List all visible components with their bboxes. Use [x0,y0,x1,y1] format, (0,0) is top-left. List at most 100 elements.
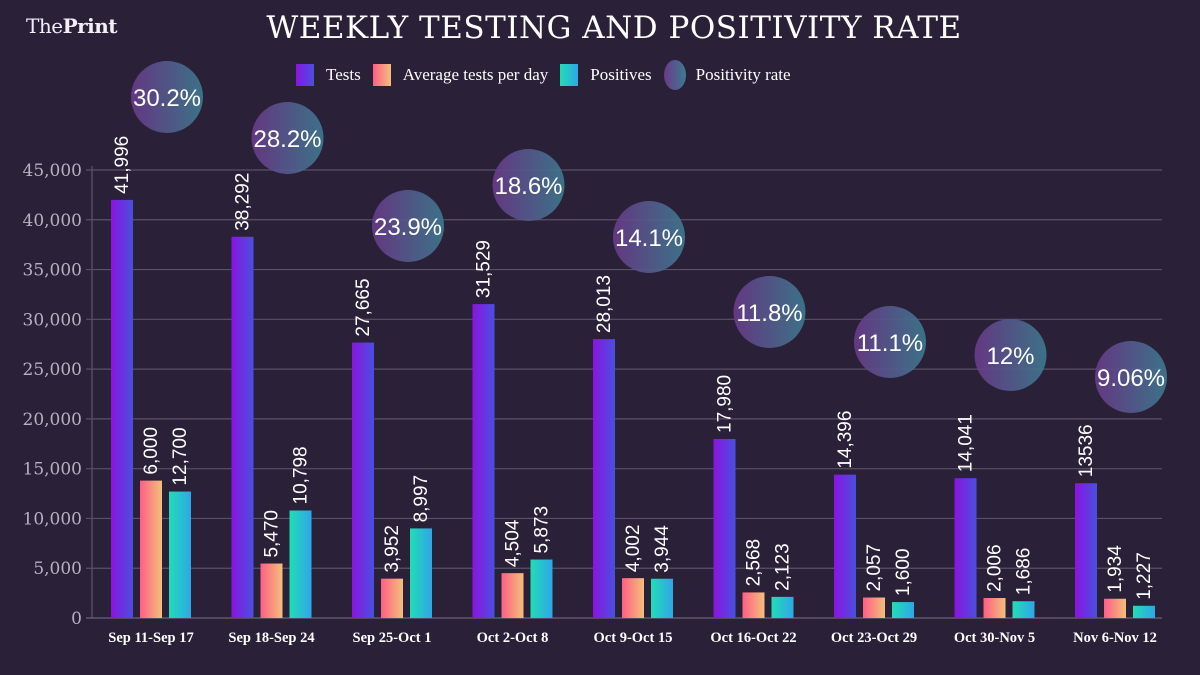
avg-tests-bar [742,592,765,618]
avg-tests-label: 3,952 [382,525,403,573]
tests-label: 14,396 [835,411,856,469]
positives-label: 10,798 [291,446,312,504]
legend-swatch-positives [560,64,579,86]
tests-label: 13536 [1076,424,1097,477]
positivity-label: 23.9% [374,214,442,241]
positives-bar [1012,601,1035,618]
y-tick-label: 0 [71,609,82,629]
positivity-bubble [492,149,565,221]
x-tick-label: Sep 25-Oct 1 [353,630,432,646]
positives-bar [530,559,553,618]
positivity-bubble [974,319,1047,391]
positives-label: 1,227 [1134,552,1155,600]
avg-tests-label: 2,057 [864,544,885,592]
tests-label: 28,013 [594,275,615,333]
positivity-label: 11.8% [736,300,802,327]
legend-swatch-rate [663,60,686,90]
positivity-bubble [613,201,685,273]
positives-label: 1,600 [893,549,914,597]
legend-item-positives: Positives [560,64,652,86]
x-tick-label: Oct 16-Oct 22 [710,630,796,646]
avg-tests-bar [622,578,644,618]
positives-label: 8,997 [411,475,432,523]
legend-item-tests: Tests [296,64,361,86]
tests-bar [111,199,133,618]
y-tick-label: 5,000 [33,559,82,579]
positives-bar [410,528,432,618]
positivity-bubble [372,190,444,262]
positives-bar [289,510,312,618]
x-tick-label: Oct 30-Nov 5 [954,630,1035,646]
tests-label: 38,292 [233,173,254,231]
positives-bar [1133,605,1155,618]
y-tick-label: 30,000 [23,310,82,330]
avg-tests-label: 2,006 [985,544,1006,592]
y-tick-label: 10,000 [23,509,82,529]
legend-label-positives: Positives [590,65,652,84]
positivity-label: 9.06% [1097,365,1165,392]
tests-bar [593,339,615,618]
positives-label: 3,944 [652,525,673,573]
avg-tests-bar [381,578,403,618]
brand-logo-the: The [26,14,63,38]
avg-tests-label: 1,934 [1105,545,1126,593]
x-tick-label: Oct 9-Oct 15 [594,630,673,646]
legend: Tests Average tests per day Positives Po… [296,60,803,90]
tests-label: 31,529 [474,240,495,298]
tests-label: 41,996 [112,136,133,194]
y-tick-label: 40,000 [23,211,82,231]
avg-tests-label: 6,000 [141,427,162,475]
legend-label-tests: Tests [326,65,361,84]
avg-tests-label: 2,568 [744,539,765,587]
positives-bar [651,578,673,618]
positivity-label: 18.6% [494,173,562,200]
positives-label: 2,123 [773,543,794,591]
positives-bar [892,602,914,618]
avg-tests-bar [140,480,162,618]
avg-tests-label: 5,470 [262,510,283,558]
positives-label: 1,686 [1014,548,1035,596]
tests-bar [713,438,736,618]
legend-swatch-tests [296,64,314,86]
tests-label: 27,665 [353,278,374,336]
avg-tests-label: 4,504 [503,519,524,567]
y-tick-label: 35,000 [23,261,82,281]
positivity-label: 11.1% [857,330,923,357]
legend-label-avg: Average tests per day [402,65,549,84]
positivity-label: 28.2% [253,126,321,153]
legend-label-rate: Positivity rate [695,65,791,84]
tests-bar [954,478,977,618]
y-tick-label: 15,000 [23,460,82,480]
x-tick-label: Sep 18-Sep 24 [228,630,314,646]
brand-logo: ThePrint [26,14,118,38]
x-tick-label: Sep 11-Sep 17 [108,630,193,646]
positivity-bubble [1095,341,1167,413]
tests-bar [472,304,495,618]
legend-item-rate: Positivity rate [663,60,791,90]
positives-bar [771,596,794,618]
tests-bar [834,474,856,618]
positivity-bubble [251,102,324,174]
positivity-bubble [854,306,926,378]
positives-label: 12,700 [170,427,191,485]
positivity-bubble [131,61,203,133]
chart-title: WEEKLY TESTING AND POSITIVITY RATE [266,10,962,46]
positivity-label: 14.1% [615,225,683,252]
avg-tests-bar [501,573,524,618]
tests-bar [1075,483,1097,618]
avg-tests-bar [983,598,1006,618]
positivity-label: 12% [986,343,1034,370]
legend-swatch-avg [372,64,391,86]
x-tick-label: Oct 2-Oct 8 [477,630,549,646]
tests-bar [352,342,374,618]
legend-item-avg: Average tests per day [372,64,549,86]
avg-tests-bar [1104,598,1126,618]
positives-bar [169,491,191,618]
tests-bar [231,236,254,618]
y-tick-label: 45,000 [23,161,82,181]
avg-tests-bar [863,597,885,618]
tests-label: 14,041 [956,414,977,472]
y-tick-label: 20,000 [23,410,82,430]
y-tick-label: 25,000 [23,360,82,380]
